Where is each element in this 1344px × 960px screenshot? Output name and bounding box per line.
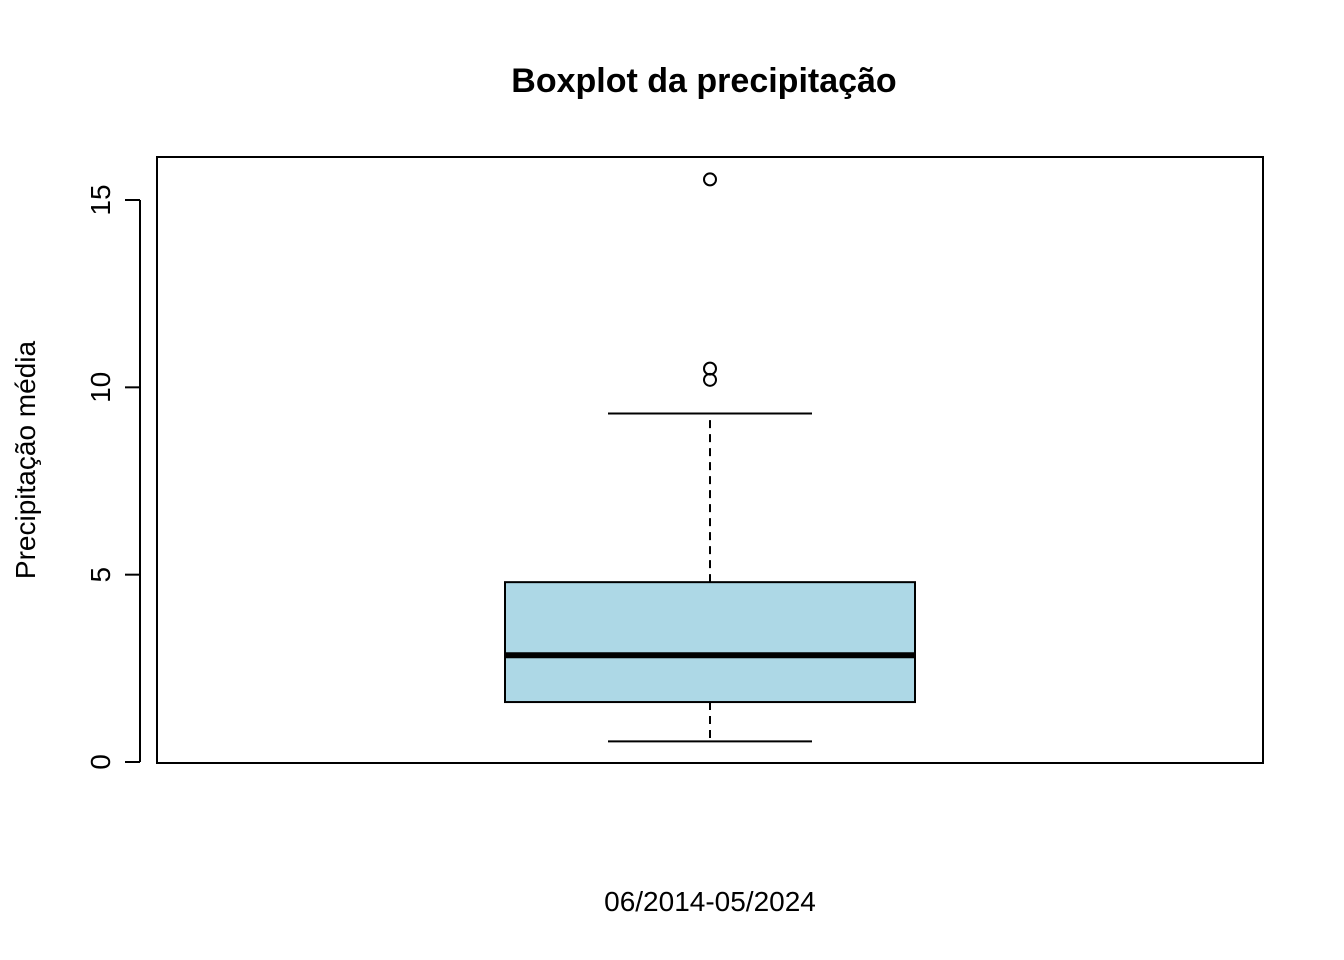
outlier-point (703, 361, 717, 376)
y-axis-label: Precipitação média (10, 341, 41, 580)
chart-title: Boxplot da precipitação (511, 62, 896, 100)
y-tick-label: 5 (85, 567, 116, 583)
outlier-point (703, 372, 717, 387)
y-tick-label: 0 (85, 754, 116, 770)
y-tick-label: 10 (85, 372, 116, 403)
x-axis-label: 06/2014-05/2024 (604, 886, 816, 917)
plot-frame (156, 156, 1264, 764)
y-tick-label: 15 (85, 184, 116, 215)
y-axis: 0 5 10 15 (85, 184, 141, 770)
box-plot (504, 172, 916, 743)
outlier-point (703, 172, 717, 187)
iqr-box (504, 581, 916, 704)
